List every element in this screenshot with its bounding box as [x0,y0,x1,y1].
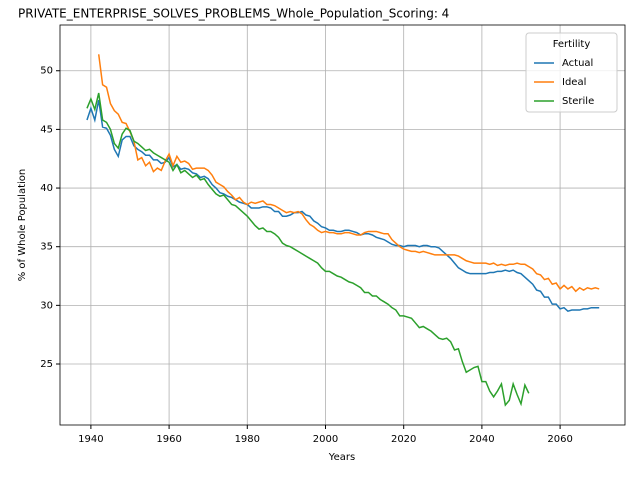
legend: Fertility Actual Ideal Sterile [525,32,618,113]
chart-title: PRIVATE_ENTERPRISE_SOLVES_PROBLEMS_Whole… [18,7,449,21]
x-tick-label: 2040 [469,434,494,445]
y-axis-label: % of Whole Population [17,169,28,282]
line-series [97,54,600,293]
y-tick-label: 25 [40,359,53,370]
line-series [86,92,530,407]
x-tick-label: 2020 [391,434,416,445]
legend-box [525,32,618,113]
x-tick-label: 2060 [547,434,572,445]
y-tick-label: 45 [40,124,53,135]
plot-frame [59,24,626,426]
x-tick-label: 2000 [313,434,338,445]
x-tick-label: 1940 [78,434,103,445]
legend-label: Sterile [562,96,594,107]
y-tick-label: 35 [40,242,53,253]
x-tick-label: 1980 [235,434,260,445]
legend-label: Actual [562,58,593,69]
legend-title: Fertility [553,39,591,50]
legend-label: Ideal [562,77,586,88]
y-tick-label: 40 [40,183,53,194]
x-tick-label: 1960 [156,434,181,445]
y-tick-label: 50 [40,66,53,77]
y-tick-label: 30 [40,300,53,311]
x-axis-label: Years [328,452,355,463]
